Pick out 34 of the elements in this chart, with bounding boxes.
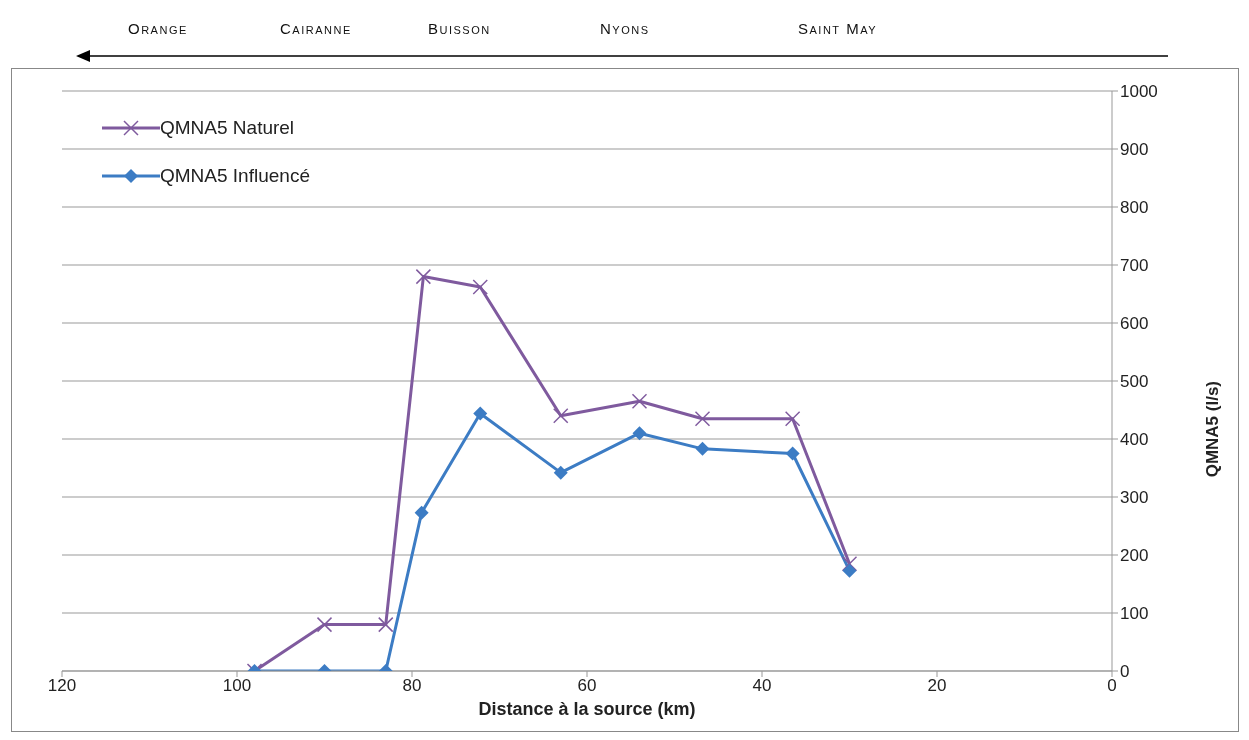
legend-label: QMNA5 Naturel	[160, 117, 295, 139]
point	[414, 505, 429, 520]
y-tick-label: 200	[1120, 546, 1149, 566]
x-axis-title: Distance à la source (km)	[478, 699, 696, 719]
y-tick-label: 1000	[1120, 82, 1158, 102]
text: Saint May	[798, 20, 878, 37]
y-tick-label: 800	[1120, 198, 1149, 218]
x-tick-label: 120	[47, 676, 77, 696]
x-tick-label: 20	[927, 676, 947, 696]
point	[785, 446, 800, 461]
y-tick-label: 700	[1120, 256, 1149, 276]
point	[842, 563, 857, 578]
legend-label: QMNA5 Influencé	[160, 165, 310, 187]
y-tick-label: 600	[1120, 314, 1149, 334]
point	[632, 426, 647, 441]
y-tick-label: 100	[1120, 604, 1149, 624]
point	[473, 406, 488, 421]
point	[695, 441, 710, 456]
text: Nyons	[600, 20, 650, 37]
x-tick-label: 0	[1107, 676, 1117, 696]
y-tick-label: 500	[1120, 372, 1149, 392]
text: Cairanne	[280, 20, 352, 37]
x-tick-label: 40	[752, 676, 772, 696]
text: Buisson	[428, 20, 491, 37]
y-axis-title: QMNA5 (l/s)	[1203, 381, 1223, 478]
x-tick-label: 100	[222, 676, 252, 696]
x-tick-label: 80	[402, 676, 422, 696]
point	[553, 465, 568, 480]
x-tick-label: 60	[577, 676, 597, 696]
y-tick-label: 0	[1120, 662, 1130, 682]
y-tick-label: 900	[1120, 140, 1149, 160]
y-tick-label: 300	[1120, 488, 1149, 508]
text: Orange	[128, 20, 188, 37]
y-tick-label: 400	[1120, 430, 1149, 450]
